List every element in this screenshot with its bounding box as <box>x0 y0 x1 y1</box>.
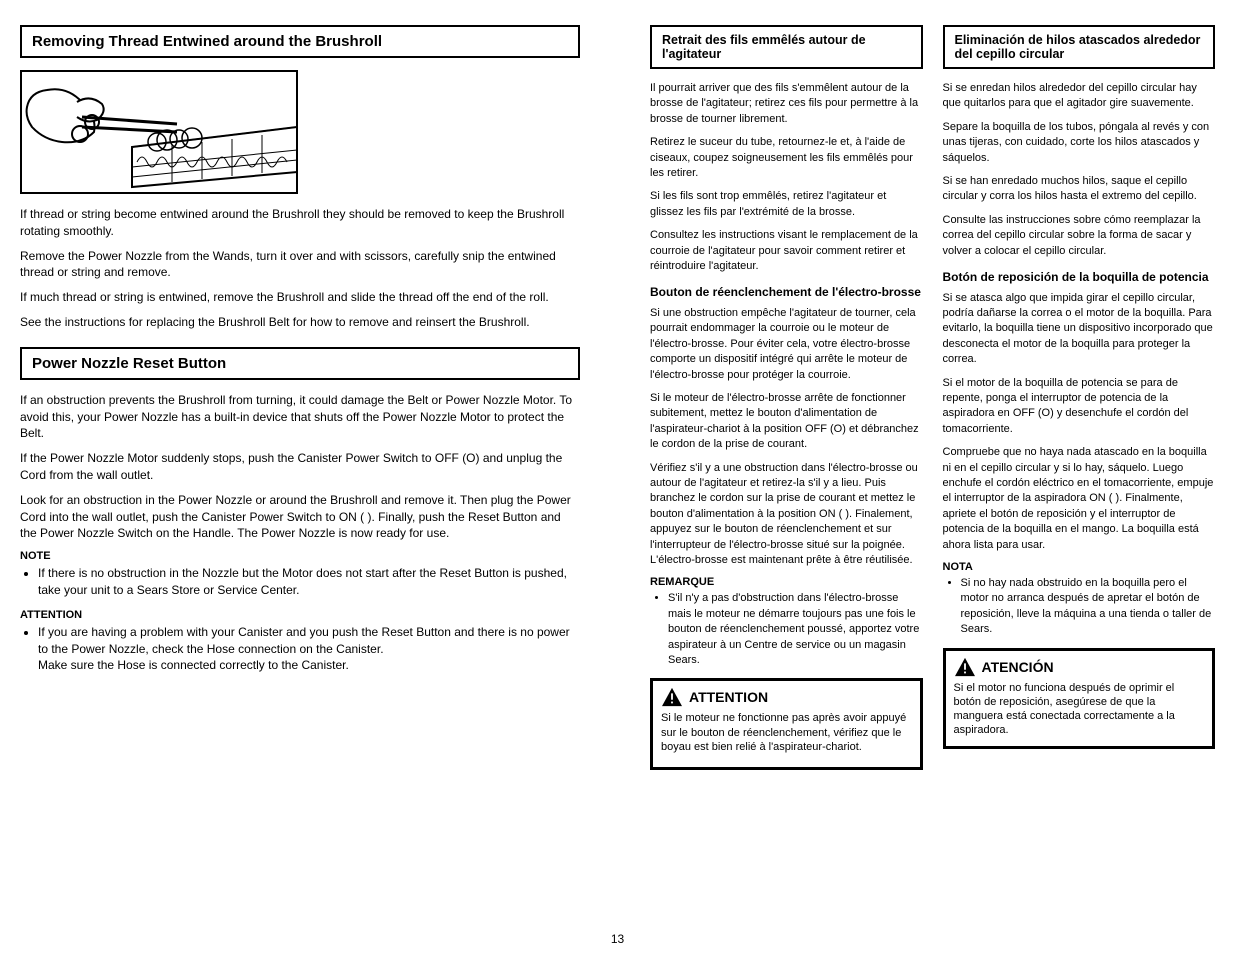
fr-r-b2: Si le moteur de l'électro-brosse arrête … <box>650 391 923 453</box>
es-note-item: Si no hay nada obstruido en la boquilla … <box>961 576 1216 638</box>
fr-note-label: REMARQUE <box>650 576 923 588</box>
left-attention-list: If you are having a problem with your Ca… <box>20 624 580 674</box>
es-a-b4: Consulte las instrucciones sobre cómo re… <box>943 213 1216 259</box>
fr-r-b3: Vérifiez s'il y a une obstruction dans l… <box>650 461 923 569</box>
right-columns: Retrait des fils emmêlés autour de l'agi… <box>650 25 1215 770</box>
left-heading-a: Removing Thread Entwined around the Brus… <box>20 25 580 58</box>
es-heading-a: Eliminación de hilos atascados alrededor… <box>943 25 1216 69</box>
es-a-b1: Si se enredan hilos alrededor del cepill… <box>943 81 1216 112</box>
left-note-label: NOTE <box>20 550 580 562</box>
left-note-item: If there is no obstruction in the Nozzle… <box>38 565 580 599</box>
left-b-body2: If the Power Nozzle Motor suddenly stops… <box>20 450 580 484</box>
left-attention-item: If you are having a problem with your Ca… <box>38 624 580 674</box>
fr-heading-a: Retrait des fils emmêlés autour de l'agi… <box>650 25 923 69</box>
fr-note-item: S'il n'y a pas d'obstruction dans l'élec… <box>668 591 923 668</box>
es-warn-header: ATENCIÓN <box>954 657 1205 677</box>
page-number: 13 <box>611 932 624 946</box>
left-a-body4: See the instructions for replacing the B… <box>20 314 580 331</box>
es-r-b1: Si se atasca algo que impida girar el ce… <box>943 291 1216 368</box>
left-a-body3: If much thread or string is entwined, re… <box>20 289 580 306</box>
left-heading-a-text: Removing Thread Entwined around the Brus… <box>32 33 568 50</box>
spanish-column: Eliminación de hilos atascados alrededor… <box>943 25 1216 770</box>
fr-warn-header: ATTENTION <box>661 687 912 707</box>
es-note-label: NOTA <box>943 561 1216 573</box>
french-column: Retrait des fils emmêlés autour de l'agi… <box>650 25 923 770</box>
scissors-brushroll-illustration <box>20 70 298 194</box>
fr-warn-title: ATTENTION <box>689 689 768 705</box>
left-a-body2: Remove the Power Nozzle from the Wands, … <box>20 248 580 282</box>
fr-reset-heading: Bouton de réenclenchement de l'électro-b… <box>650 284 923 301</box>
left-column: Removing Thread Entwined around the Brus… <box>20 25 580 770</box>
page-root: Removing Thread Entwined around the Brus… <box>0 0 1235 780</box>
left-b-body1: If an obstruction prevents the Brushroll… <box>20 392 580 442</box>
es-warn-body: Si el motor no funciona después de oprim… <box>954 681 1205 738</box>
warning-triangle-icon <box>954 657 976 677</box>
es-warn-box: ATENCIÓN Si el motor no funciona después… <box>943 648 1216 749</box>
es-reset-heading: Botón de reposición de la boquilla de po… <box>943 269 1216 286</box>
left-b-body3: Look for an obstruction in the Power Noz… <box>20 492 580 542</box>
fr-a-b4: Consultez les instructions visant le rem… <box>650 228 923 274</box>
fr-a-b1: Il pourrait arriver que des fils s'emmêl… <box>650 81 923 127</box>
fr-warn-body: Si le moteur ne fonctionne pas après avo… <box>661 711 912 754</box>
fr-r-b1: Si une obstruction empêche l'agitateur d… <box>650 306 923 383</box>
left-attention-label: ATTENTION <box>20 609 580 621</box>
left-a-body1: If thread or string become entwined arou… <box>20 206 580 240</box>
es-warn-title: ATENCIÓN <box>982 659 1054 675</box>
fr-a-b3: Si les fils sont trop emmêlés, retirez l… <box>650 189 923 220</box>
fr-note-list: S'il n'y a pas d'obstruction dans l'élec… <box>650 591 923 668</box>
warning-triangle-icon <box>661 687 683 707</box>
fr-a-b2: Retirez le suceur du tube, retournez-le … <box>650 135 923 181</box>
left-heading-b-text: Power Nozzle Reset Button <box>32 355 568 372</box>
es-heading-a-text: Eliminación de hilos atascados alrededor… <box>955 33 1204 61</box>
fr-heading-a-text: Retrait des fils emmêlés autour de l'agi… <box>662 33 911 61</box>
left-note-list: If there is no obstruction in the Nozzle… <box>20 565 580 599</box>
es-note-list: Si no hay nada obstruido en la boquilla … <box>943 576 1216 638</box>
fr-warn-box: ATTENTION Si le moteur ne fonctionne pas… <box>650 678 923 770</box>
es-a-b2: Separe la boquilla de los tubos, póngala… <box>943 120 1216 166</box>
es-a-b3: Si se han enredado muchos hilos, saque e… <box>943 174 1216 205</box>
left-heading-b: Power Nozzle Reset Button <box>20 347 580 380</box>
es-r-b3: Compruebe que no haya nada atascado en l… <box>943 445 1216 553</box>
es-r-b2: Si el motor de la boquilla de potencia s… <box>943 376 1216 438</box>
